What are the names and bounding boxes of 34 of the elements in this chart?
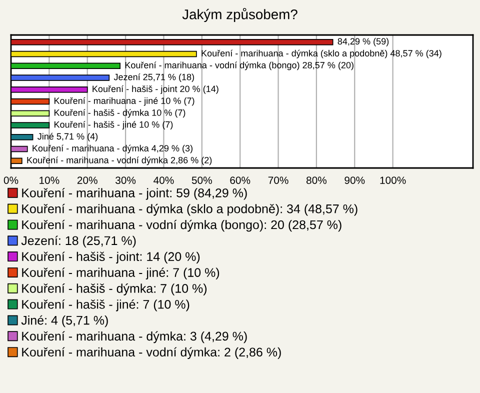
x-tick-label: 60% [230, 176, 250, 184]
legend-label: Kouření - marihuana - vodní dýmka (bongo): 20 (28,57 %) [22, 220, 342, 232]
legend-label: Kouření - hašiš - joint: 14 (20 %) [22, 252, 200, 264]
legend-label: Jezení: 18 (25,71 %) [21, 236, 136, 248]
data-label: Kouření - marihuana - jiné 10 % (7) [54, 97, 194, 106]
legend-label: Kouření - marihuana - jiné: 7 (10 %) [22, 268, 220, 280]
data-label: 84,29 % (59) [338, 38, 389, 46]
x-tick-label: 50% [192, 176, 212, 184]
data-label: Kouření - marihuana - vodní dýmka 2,86 % (2) [27, 156, 212, 166]
x-tick-label: 70% [268, 176, 288, 184]
data-label: Kouření - marihuana - dýmka 4,29 % (3) [32, 144, 192, 154]
legend-label: Jiné: 4 (5,71 %) [21, 315, 108, 328]
data-label: Jiné 5,71 % (4) [38, 132, 98, 142]
x-tick-label: 80% [306, 176, 327, 184]
x-tick-label: 10% [40, 176, 60, 184]
legend-label: Kouření - marihuana - joint: 59 (84,29 %) [22, 188, 247, 200]
x-tick-label: 40% [154, 176, 174, 184]
data-label: Kouření - hašiš - dýmka 10 % (7) [54, 109, 186, 118]
chart-title: Jakým způsobem? [182, 8, 298, 22]
data-label: Kouření - hašiš - jiné 10 % (7) [54, 120, 173, 130]
legend-label: Kouření - marihuana - vodní dýmka: 2 (2,86 %) [22, 347, 281, 360]
legend-label: Kouření - marihuana - dýmka (sklo a podobně): 34 (48,57 %) [22, 204, 358, 216]
data-label: Kouření - marihuana - vodní dýmka (bongo) 28,57 % (20) [125, 62, 354, 70]
legend-label: Kouření - hašiš - dýmka: 7 (10 %) [22, 284, 207, 296]
x-tick-label: 100% [380, 176, 406, 184]
legend-label: Kouření - hašiš - jiné: 7 (10 %) [22, 299, 190, 312]
legend-label: Kouření - marihuana - dýmka: 3 (4,29 %) [22, 331, 247, 344]
x-tick-label: 0% [4, 176, 18, 184]
x-tick-label: 30% [116, 176, 136, 184]
data-label: Kouření - hašiš - joint 20 % (14) [92, 85, 218, 94]
data-label: Kouření - marihuana - dýmka (sklo a podobně) 48,57 % (34) [202, 50, 442, 58]
x-tick-label: 20% [77, 176, 98, 184]
data-label: Jezení 25,71 % (18) [114, 73, 194, 82]
x-tick-label: 90% [344, 176, 365, 184]
